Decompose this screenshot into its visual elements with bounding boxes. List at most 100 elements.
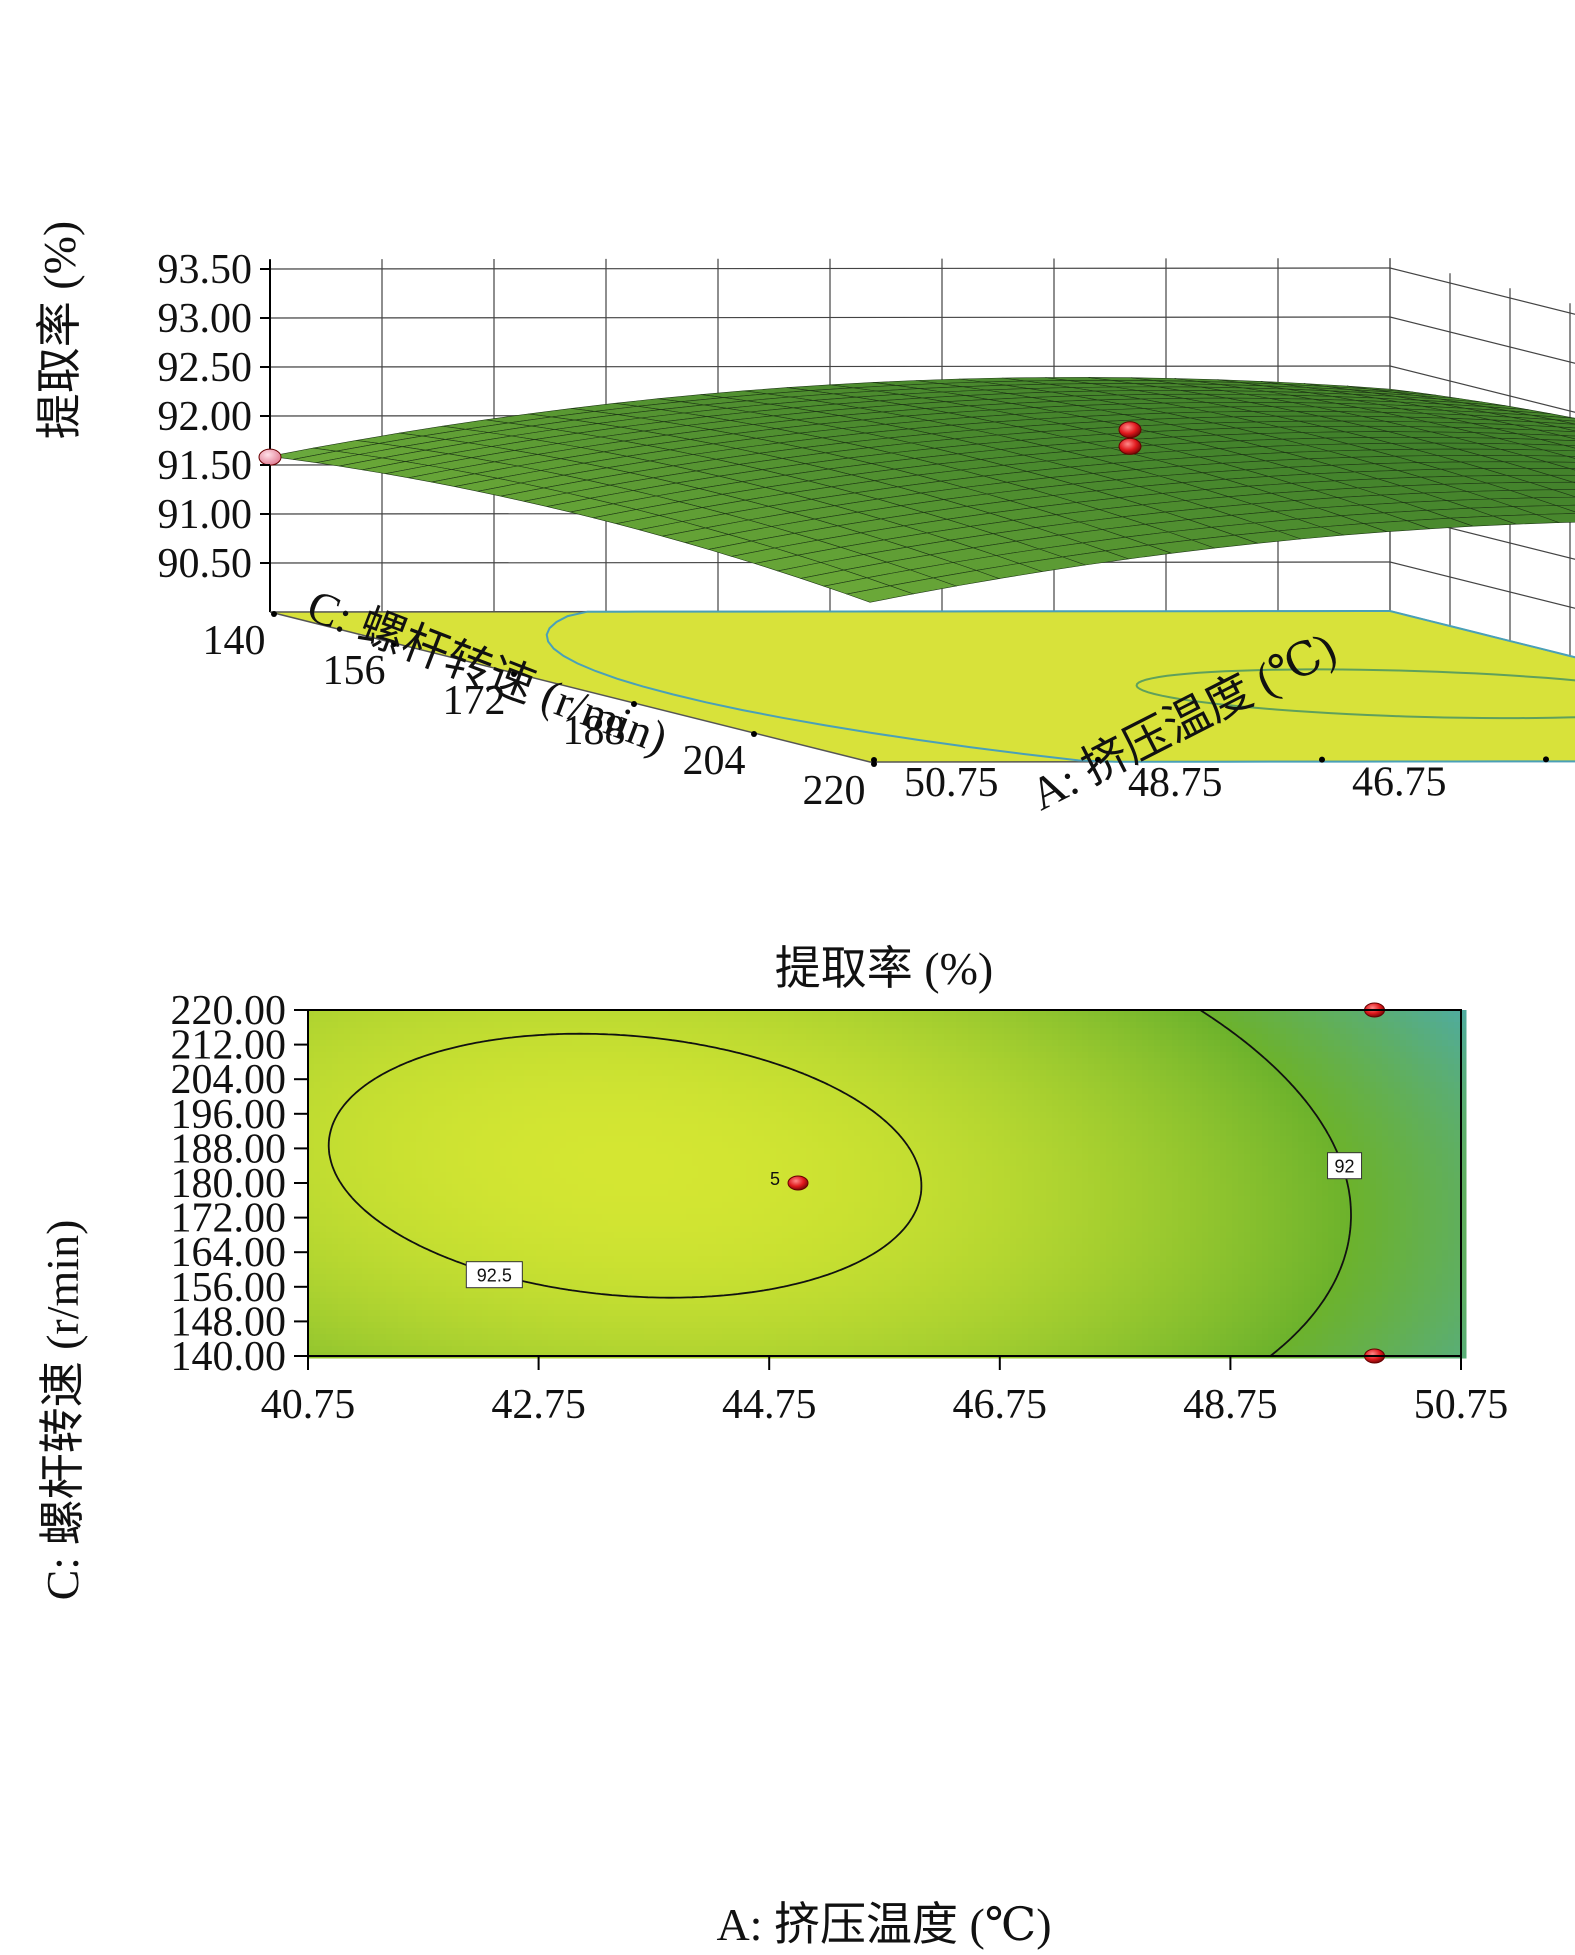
heat-cell	[452, 1172, 459, 1179]
heat-cell	[356, 1034, 363, 1041]
heat-cell	[722, 1070, 729, 1077]
heat-cell	[488, 1028, 495, 1035]
heat-cell	[620, 1172, 627, 1179]
heat-cell	[320, 1154, 327, 1161]
heat-cell	[356, 1226, 363, 1233]
heat-cell	[350, 1136, 357, 1143]
heat-cell	[440, 1244, 447, 1251]
heat-cell	[614, 1274, 621, 1281]
heat-cell	[446, 1058, 453, 1065]
heat-cell	[620, 1148, 627, 1155]
heat-cell	[512, 1040, 519, 1047]
heat-cell	[698, 1322, 705, 1329]
heat-cell	[644, 1322, 651, 1329]
heat-cell	[710, 1082, 717, 1089]
heat-cell	[314, 1016, 321, 1023]
heat-cell	[482, 1082, 489, 1089]
heat-cell	[632, 1286, 639, 1293]
heat-cell	[578, 1232, 585, 1239]
heat-cell	[602, 1196, 609, 1203]
heat-cell	[440, 1304, 447, 1311]
heat-cell	[542, 1166, 549, 1173]
heat-cell	[410, 1184, 417, 1191]
heat-cell	[620, 1298, 627, 1305]
heat-cell	[704, 1202, 711, 1209]
heat-cell	[608, 1184, 615, 1191]
heat-cell	[386, 1328, 393, 1335]
heat-cell	[452, 1148, 459, 1155]
heat-cell	[656, 1028, 663, 1035]
heat-cell	[590, 1340, 597, 1347]
heat-cell	[410, 1244, 417, 1251]
heat-cell	[380, 1238, 387, 1245]
heat-cell	[368, 1334, 375, 1341]
heat-cell	[668, 1076, 675, 1083]
heat-cell	[536, 1088, 543, 1095]
heat-cell	[554, 1178, 561, 1185]
heat-cell	[710, 1304, 717, 1311]
heat-cell	[416, 1016, 423, 1023]
heat-cell	[662, 1184, 669, 1191]
heat-cell	[428, 1310, 435, 1317]
heat-cell	[314, 1328, 321, 1335]
heat-cell	[656, 1094, 663, 1101]
heat-cell	[530, 1052, 537, 1059]
heat-cell	[728, 1322, 735, 1329]
heat-cell	[602, 1298, 609, 1305]
heat-cell	[398, 1238, 405, 1245]
heat-cell	[716, 1214, 723, 1221]
heat-cell	[308, 1058, 315, 1065]
heat-cell	[536, 1274, 543, 1281]
heat-cell	[446, 1028, 453, 1035]
heat-cell	[428, 1292, 435, 1299]
heat-cell	[404, 1214, 411, 1221]
heat-cell	[398, 1130, 405, 1137]
heat-cell	[536, 1304, 543, 1311]
heat-cell	[668, 1250, 675, 1257]
heat-cell	[332, 1154, 339, 1161]
heat-cell	[524, 1040, 531, 1047]
heat-cell	[512, 1304, 519, 1311]
heat-cell	[308, 1244, 315, 1251]
heat-cell	[572, 1316, 579, 1323]
heat-cell	[470, 1202, 477, 1209]
heat-cell	[554, 1130, 561, 1137]
heat-cell	[410, 1280, 417, 1287]
heat-cell	[566, 1220, 573, 1227]
heat-cell	[458, 1076, 465, 1083]
wall-grid-line	[1389, 512, 1575, 560]
heat-cell	[446, 1136, 453, 1143]
heat-cell	[632, 1172, 639, 1179]
design-point	[1118, 437, 1142, 455]
heat-cell	[560, 1334, 567, 1341]
heat-cell	[734, 1346, 741, 1353]
heat-cell	[320, 1340, 327, 1347]
heat-cell	[674, 1058, 681, 1065]
heat-cell	[692, 1286, 699, 1293]
heat-cell	[380, 1304, 387, 1311]
heat-cell	[470, 1298, 477, 1305]
heat-cell	[716, 1280, 723, 1287]
heat-cell	[710, 1262, 717, 1269]
heat-cell	[596, 1178, 603, 1185]
heat-cell	[734, 1340, 741, 1347]
heat-cell	[482, 1214, 489, 1221]
heat-cell	[680, 1244, 687, 1251]
heat-cell	[578, 1274, 585, 1281]
heat-cell	[584, 1112, 591, 1119]
heat-cell	[434, 1154, 441, 1161]
heat-cell	[656, 1304, 663, 1311]
heat-cell	[482, 1238, 489, 1245]
heat-cell	[596, 1250, 603, 1257]
heat-cell	[512, 1226, 519, 1233]
heat-cell	[488, 1046, 495, 1053]
heat-cell	[314, 1340, 321, 1347]
heat-cell	[638, 1202, 645, 1209]
heat-cell	[644, 1052, 651, 1059]
heat-cell	[524, 1250, 531, 1257]
heat-cell	[350, 1052, 357, 1059]
heat-cell	[716, 1136, 723, 1143]
heat-cell	[314, 1136, 321, 1143]
heat-cell	[602, 1124, 609, 1131]
heat-cell	[482, 1088, 489, 1095]
